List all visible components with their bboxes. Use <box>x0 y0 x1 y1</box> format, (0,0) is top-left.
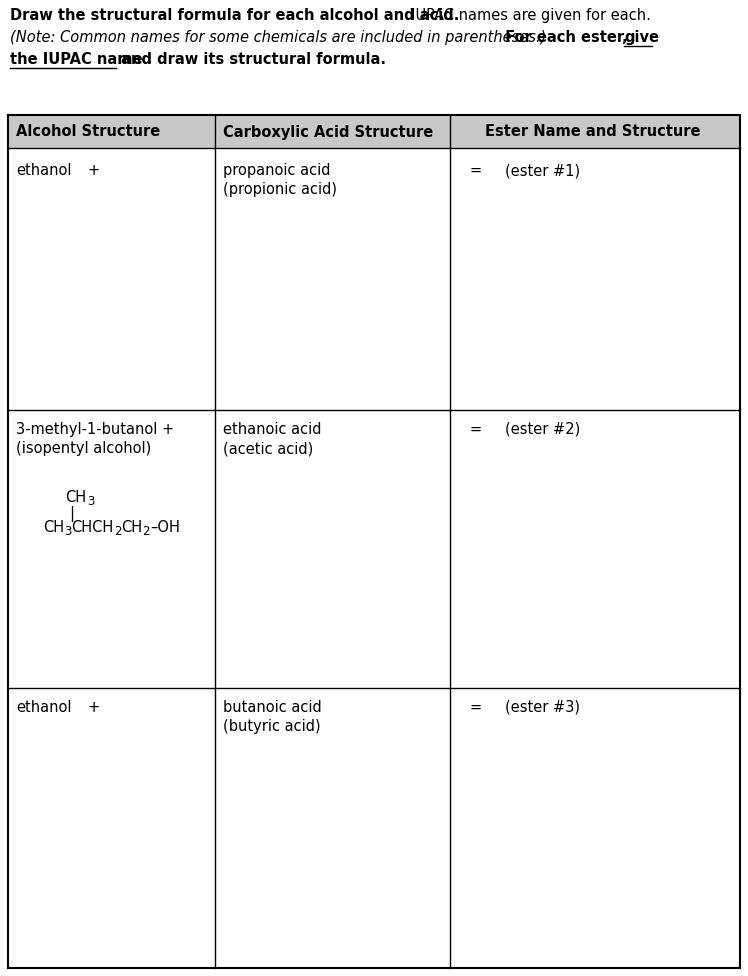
Text: =: = <box>470 700 482 715</box>
Text: 3-methyl-1-butanol +: 3-methyl-1-butanol + <box>16 422 174 437</box>
Text: Ester Name and Structure: Ester Name and Structure <box>485 125 700 140</box>
Text: 2: 2 <box>114 525 121 538</box>
Text: 3: 3 <box>64 525 72 538</box>
Text: Carboxylic Acid Structure: Carboxylic Acid Structure <box>223 125 433 140</box>
Text: and draw its structural formula.: and draw its structural formula. <box>116 52 386 67</box>
Text: Draw the structural formula for each alcohol and acid.: Draw the structural formula for each alc… <box>10 8 459 23</box>
Text: (isopentyl alcohol): (isopentyl alcohol) <box>16 441 151 456</box>
Text: ethanol: ethanol <box>16 700 72 715</box>
Text: 2: 2 <box>142 525 150 538</box>
Text: +: + <box>88 700 100 715</box>
Text: (ester #3): (ester #3) <box>505 700 580 715</box>
Text: (acetic acid): (acetic acid) <box>223 441 313 456</box>
Text: (propionic acid): (propionic acid) <box>223 182 337 197</box>
Text: ethanol: ethanol <box>16 163 72 178</box>
Text: the IUPAC name: the IUPAC name <box>10 52 143 67</box>
Text: CH: CH <box>65 490 86 505</box>
Text: =: = <box>470 163 482 178</box>
Text: (butyric acid): (butyric acid) <box>223 719 321 734</box>
Text: give: give <box>624 30 659 45</box>
Text: (ester #2): (ester #2) <box>505 422 580 437</box>
Text: CHCH: CHCH <box>72 520 114 535</box>
Text: +: + <box>88 163 100 178</box>
Text: CH: CH <box>121 520 142 535</box>
Text: (ester #1): (ester #1) <box>505 163 580 178</box>
Text: ethanoic acid: ethanoic acid <box>223 422 322 437</box>
Bar <box>8 115 740 148</box>
Text: (Note: Common names for some chemicals are included in parentheses.): (Note: Common names for some chemicals a… <box>10 30 546 45</box>
Text: For each ester,: For each ester, <box>500 30 633 45</box>
Text: 3: 3 <box>87 495 94 508</box>
Text: =: = <box>470 422 482 437</box>
Text: IUPAC names are given for each.: IUPAC names are given for each. <box>402 8 651 23</box>
Text: |: | <box>69 506 74 522</box>
Text: propanoic acid: propanoic acid <box>223 163 331 178</box>
Text: butanoic acid: butanoic acid <box>223 700 322 715</box>
Text: CH: CH <box>43 520 64 535</box>
Text: –OH: –OH <box>150 520 180 535</box>
Text: Alcohol Structure: Alcohol Structure <box>16 125 160 140</box>
